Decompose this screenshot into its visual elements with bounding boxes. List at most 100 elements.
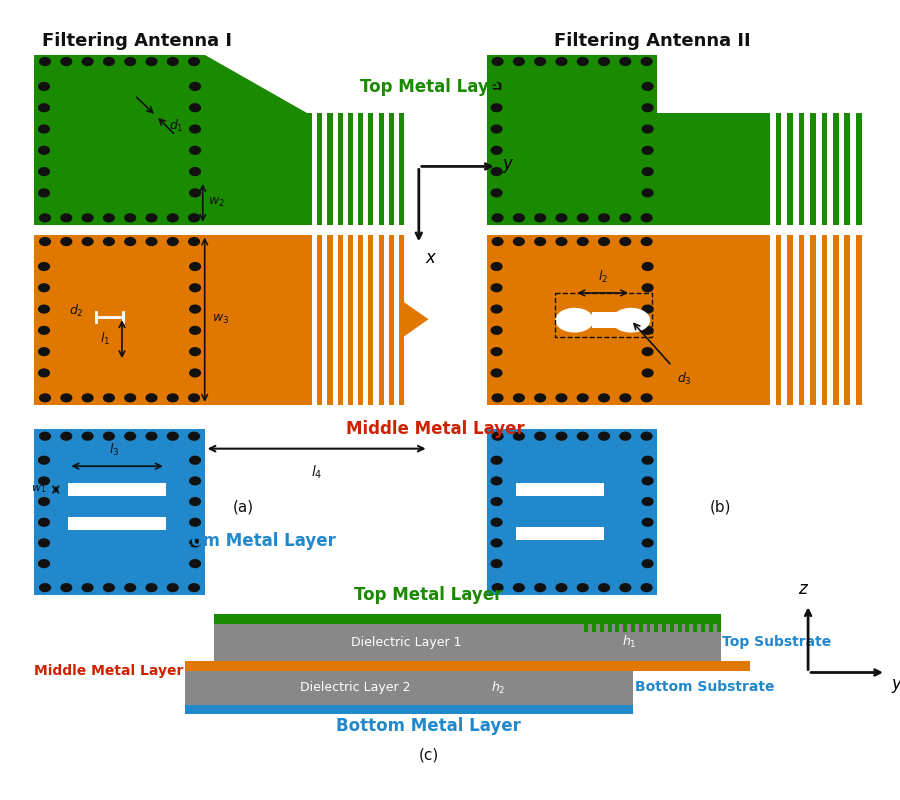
Text: $l_2$: $l_2$ <box>598 269 608 285</box>
Bar <box>850 113 856 225</box>
Text: Bottom Metal Layer: Bottom Metal Layer <box>151 532 336 550</box>
Ellipse shape <box>620 584 631 591</box>
Ellipse shape <box>39 326 50 334</box>
Bar <box>709 624 713 632</box>
Ellipse shape <box>82 238 93 246</box>
Ellipse shape <box>146 394 157 402</box>
Ellipse shape <box>190 539 201 547</box>
Ellipse shape <box>620 238 631 246</box>
Ellipse shape <box>643 305 653 313</box>
Bar <box>793 234 798 405</box>
Ellipse shape <box>491 262 502 270</box>
Ellipse shape <box>491 284 502 292</box>
Polygon shape <box>764 234 861 405</box>
Ellipse shape <box>40 214 50 222</box>
Text: $l_3$: $l_3$ <box>109 442 120 458</box>
Ellipse shape <box>39 498 50 506</box>
Bar <box>307 234 404 405</box>
Ellipse shape <box>146 238 157 246</box>
Bar <box>584 624 588 632</box>
Ellipse shape <box>39 189 50 197</box>
Ellipse shape <box>643 560 653 567</box>
Ellipse shape <box>190 146 201 154</box>
Ellipse shape <box>190 262 201 270</box>
Ellipse shape <box>189 584 200 591</box>
Bar <box>764 113 861 225</box>
Ellipse shape <box>82 214 93 222</box>
Ellipse shape <box>643 326 653 334</box>
Text: Top Metal Layer: Top Metal Layer <box>360 78 508 96</box>
Bar <box>516 482 604 496</box>
Ellipse shape <box>190 104 201 112</box>
Bar <box>678 624 681 632</box>
Text: Top Metal Layer: Top Metal Layer <box>355 586 503 604</box>
Bar <box>487 234 657 405</box>
Text: $z$: $z$ <box>797 579 809 598</box>
Ellipse shape <box>641 394 652 402</box>
Ellipse shape <box>535 432 545 440</box>
Bar <box>827 113 833 225</box>
Ellipse shape <box>620 58 631 66</box>
Ellipse shape <box>61 238 72 246</box>
Bar <box>827 234 833 405</box>
Bar <box>214 624 721 661</box>
Ellipse shape <box>514 58 524 66</box>
Ellipse shape <box>491 189 502 197</box>
Bar <box>693 624 698 632</box>
Text: Dielectric Layer 1: Dielectric Layer 1 <box>352 636 462 649</box>
Bar <box>764 234 861 405</box>
Ellipse shape <box>492 432 503 440</box>
Bar <box>793 113 798 225</box>
Ellipse shape <box>39 104 50 112</box>
Ellipse shape <box>598 394 609 402</box>
Bar <box>487 54 657 225</box>
Text: Filtering Antenna I: Filtering Antenna I <box>41 32 231 50</box>
Bar <box>815 113 822 225</box>
Bar <box>312 234 317 405</box>
Ellipse shape <box>40 432 50 440</box>
Bar <box>487 429 657 594</box>
Ellipse shape <box>82 584 93 591</box>
Ellipse shape <box>125 432 136 440</box>
Ellipse shape <box>535 584 545 591</box>
Ellipse shape <box>556 309 593 332</box>
Bar <box>68 517 166 530</box>
Ellipse shape <box>40 584 50 591</box>
Ellipse shape <box>61 58 72 66</box>
Bar <box>34 54 204 225</box>
Bar <box>770 113 776 225</box>
Ellipse shape <box>61 584 72 591</box>
Ellipse shape <box>598 584 609 591</box>
Ellipse shape <box>491 104 502 112</box>
Text: (b): (b) <box>710 499 732 514</box>
Bar <box>68 482 166 496</box>
Ellipse shape <box>514 394 524 402</box>
Ellipse shape <box>491 477 502 485</box>
Ellipse shape <box>643 146 653 154</box>
Text: $h_2$: $h_2$ <box>491 679 506 696</box>
Ellipse shape <box>167 214 178 222</box>
Ellipse shape <box>190 305 201 313</box>
Ellipse shape <box>535 238 545 246</box>
Ellipse shape <box>146 214 157 222</box>
Bar <box>815 234 822 405</box>
Bar <box>332 113 338 225</box>
Ellipse shape <box>641 238 652 246</box>
Ellipse shape <box>491 498 502 506</box>
Bar <box>670 624 674 632</box>
Polygon shape <box>307 234 428 405</box>
Bar <box>364 113 368 225</box>
Ellipse shape <box>167 58 178 66</box>
Bar <box>781 113 788 225</box>
Ellipse shape <box>556 58 567 66</box>
Ellipse shape <box>491 369 502 377</box>
Text: Filtering Antenna II: Filtering Antenna II <box>554 32 751 50</box>
Ellipse shape <box>643 284 653 292</box>
Ellipse shape <box>598 214 609 222</box>
Text: $y$: $y$ <box>501 158 514 175</box>
Bar <box>374 234 379 405</box>
Ellipse shape <box>104 214 114 222</box>
Ellipse shape <box>620 214 631 222</box>
Text: (c): (c) <box>418 748 438 762</box>
Bar <box>185 670 633 705</box>
